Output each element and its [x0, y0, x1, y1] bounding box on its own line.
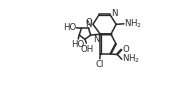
Text: O: O [122, 45, 129, 54]
Text: HO: HO [72, 40, 85, 49]
Text: OH: OH [80, 45, 93, 54]
Text: N: N [86, 20, 92, 29]
Text: O: O [85, 18, 92, 27]
Text: Cl: Cl [96, 60, 104, 69]
Text: N: N [111, 9, 117, 18]
Text: HO: HO [63, 23, 76, 32]
Text: N: N [93, 35, 99, 44]
Text: NH$_2$: NH$_2$ [124, 18, 142, 30]
Text: NH$_2$: NH$_2$ [122, 53, 140, 65]
